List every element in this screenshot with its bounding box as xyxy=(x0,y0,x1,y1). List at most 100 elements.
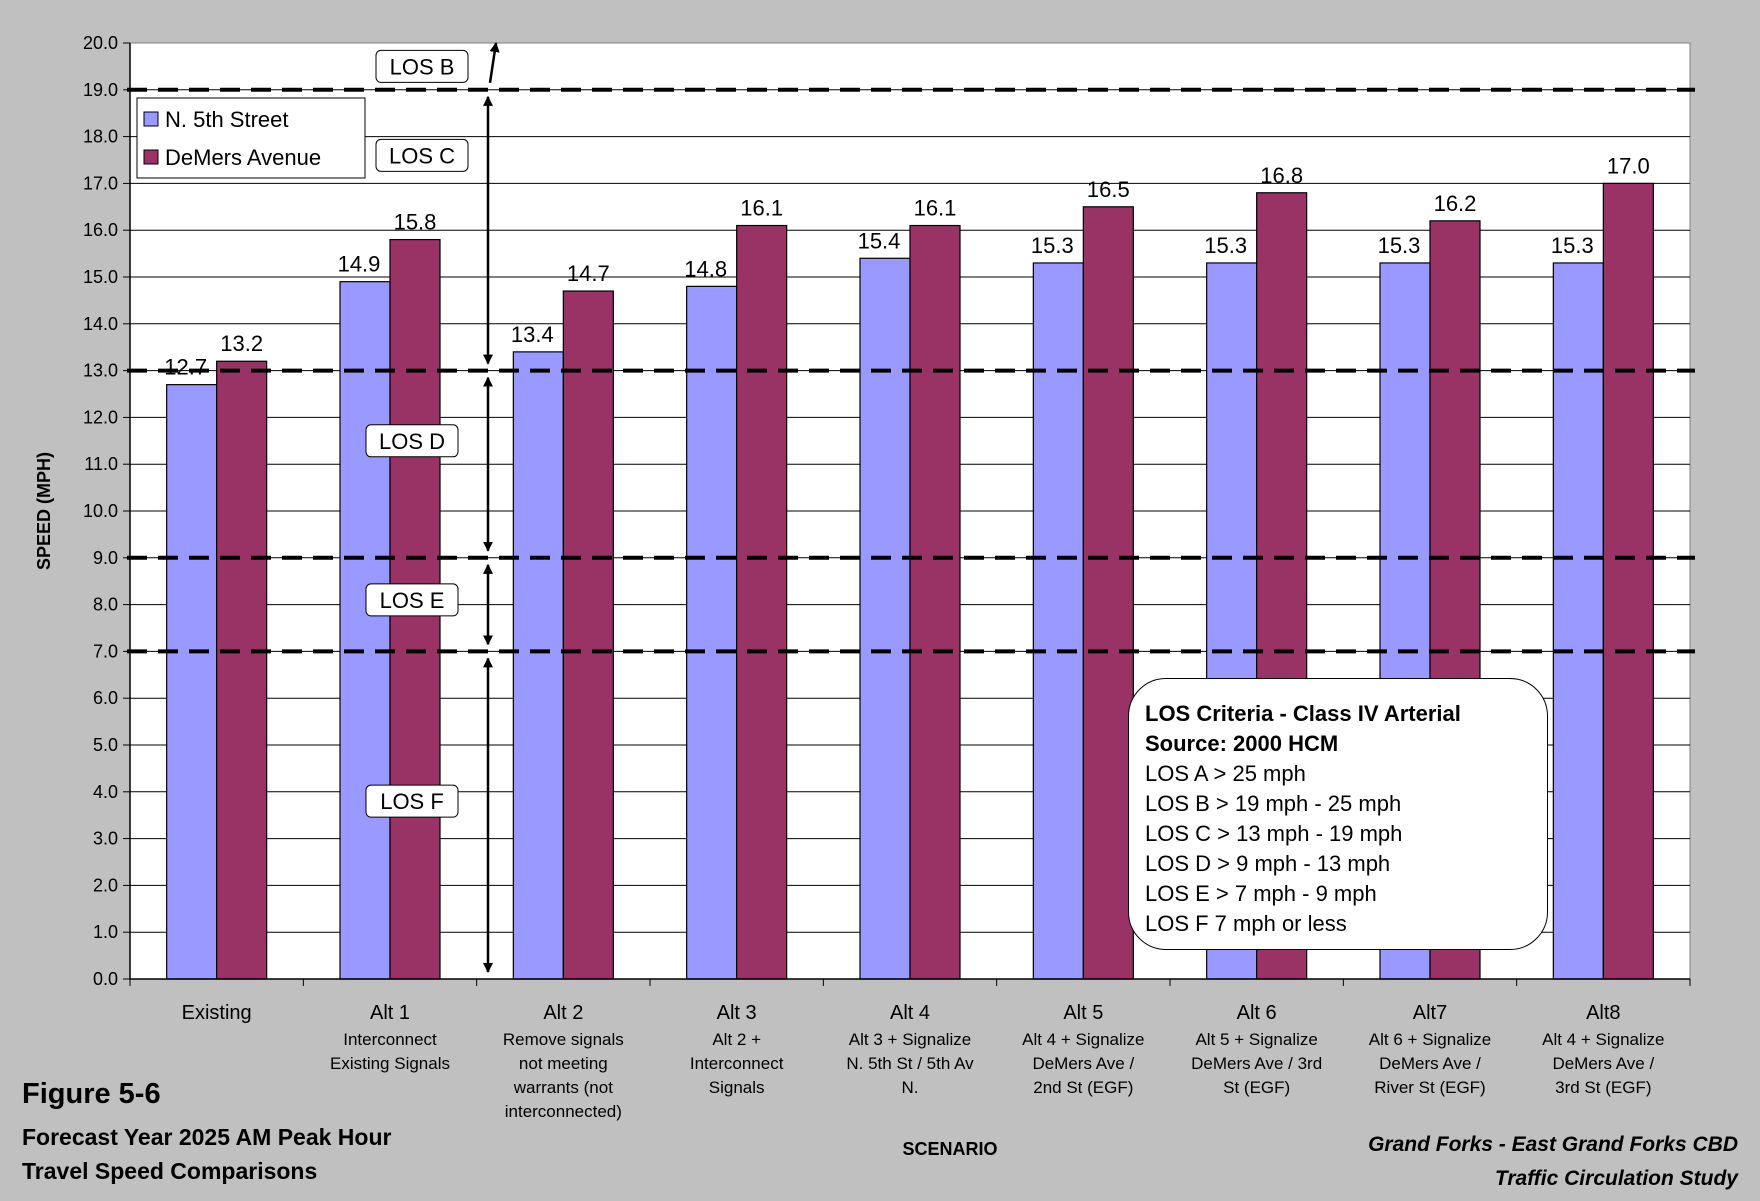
data-label: 15.3 xyxy=(1204,233,1247,258)
bar-demers xyxy=(1602,182,1654,980)
los-band-label-box xyxy=(375,138,469,172)
x-category-description: 3rd St (EGF) xyxy=(1555,1078,1651,1097)
los-criteria-source: Source: 2000 HCM xyxy=(1145,731,1339,756)
bar-demers xyxy=(736,224,788,980)
los-criteria-row: LOS C > 13 mph - 19 mph xyxy=(1145,821,1403,846)
y-tick-label: 10.0 xyxy=(83,501,118,521)
x-category-description: Signals xyxy=(709,1078,765,1097)
study-name: Grand Forks - East Grand Forks CBD Traff… xyxy=(1368,1128,1738,1196)
y-tick-label: 14.0 xyxy=(83,314,118,334)
y-tick-label: 3.0 xyxy=(93,829,118,849)
x-category-description: N. 5th St / 5th Av xyxy=(846,1054,974,1073)
data-label: 15.3 xyxy=(1551,233,1594,258)
data-label: 14.8 xyxy=(684,256,727,281)
data-label: 14.9 xyxy=(338,252,381,277)
x-category-description: River St (EGF) xyxy=(1374,1078,1485,1097)
los-band-label-box xyxy=(365,424,459,458)
y-tick-label: 16.0 xyxy=(83,220,118,240)
x-category-description: DeMers Ave / xyxy=(1379,1054,1481,1073)
bar-demers xyxy=(1082,206,1134,980)
y-tick-label: 8.0 xyxy=(93,595,118,615)
y-tick-label: 18.0 xyxy=(83,127,118,147)
y-tick-label: 0.0 xyxy=(93,969,118,989)
data-label: 15.4 xyxy=(858,228,901,253)
y-tick-label: 7.0 xyxy=(93,641,118,661)
legend-label: N. 5th Street xyxy=(165,107,289,132)
los-band-label-box xyxy=(375,49,469,83)
y-tick-label: 5.0 xyxy=(93,735,118,755)
x-category-description: DeMers Ave / xyxy=(1032,1054,1134,1073)
bar-demers xyxy=(562,290,614,980)
los-band-label: LOS E xyxy=(380,588,445,613)
los-criteria-row: LOS F 7 mph or less xyxy=(1145,911,1347,936)
y-tick-label: 12.0 xyxy=(83,407,118,427)
data-label: 15.8 xyxy=(394,210,437,235)
y-tick-label: 4.0 xyxy=(93,782,118,802)
data-label: 16.2 xyxy=(1434,191,1477,216)
los-band-label: LOS C xyxy=(389,143,455,168)
x-category-label: Alt 3 xyxy=(717,1002,757,1024)
y-tick-label: 11.0 xyxy=(84,454,118,474)
los-band-label-box xyxy=(365,583,459,617)
los-criteria-box: LOS Criteria - Class IV Arterial Source:… xyxy=(1128,678,1548,950)
los-criteria-title: LOS Criteria - Class IV Arterial xyxy=(1145,701,1461,726)
x-category-description: Existing Signals xyxy=(330,1054,450,1073)
data-label: 16.8 xyxy=(1260,163,1303,188)
x-category-description: St (EGF) xyxy=(1223,1078,1290,1097)
bar-n5th xyxy=(1552,262,1604,980)
y-tick-label: 20.0 xyxy=(83,33,118,53)
bar-n5th xyxy=(1032,262,1084,980)
x-category-description: DeMers Ave / 3rd xyxy=(1191,1054,1322,1073)
y-tick-label: 2.0 xyxy=(93,875,118,895)
bar-n5th xyxy=(686,285,738,980)
y-axis-title: SPEED (MPH) xyxy=(34,452,54,570)
los-criteria-row: LOS B > 19 mph - 25 mph xyxy=(1145,791,1402,816)
data-label: 13.2 xyxy=(220,331,263,356)
x-category-description: DeMers Ave / xyxy=(1552,1054,1654,1073)
x-category-description: Alt 4 + Signalize xyxy=(1542,1030,1664,1049)
y-tick-label: 6.0 xyxy=(93,688,118,708)
data-label: 15.3 xyxy=(1378,233,1421,258)
y-tick-label: 13.0 xyxy=(83,361,118,381)
y-tick-label: 1.0 xyxy=(93,922,118,942)
x-category-description: Interconnect xyxy=(343,1030,437,1049)
data-label: 14.7 xyxy=(567,261,610,286)
y-tick-label: 19.0 xyxy=(83,80,118,100)
x-category-description: Alt 5 + Signalize xyxy=(1195,1030,1317,1049)
x-category-label: Alt 5 xyxy=(1063,1002,1103,1024)
figure-title-line-2: Travel Speed Comparisons xyxy=(22,1158,318,1184)
y-tick-label: 9.0 xyxy=(93,548,118,568)
x-category-description: N. xyxy=(902,1078,919,1097)
figure-number: Figure 5-6 xyxy=(22,1078,161,1110)
legend-swatch xyxy=(143,149,159,165)
bar-n5th xyxy=(339,281,391,980)
legend-swatch xyxy=(143,111,159,127)
x-category-description: Alt 6 + Signalize xyxy=(1369,1030,1491,1049)
data-label: 16.5 xyxy=(1087,177,1130,202)
x-category-description: Remove signals xyxy=(503,1030,624,1049)
study-name-line-1: Grand Forks - East Grand Forks CBD xyxy=(1368,1133,1738,1156)
bar-n5th xyxy=(166,384,218,980)
los-band-label-box xyxy=(365,784,459,818)
los-criteria-row: LOS A > 25 mph xyxy=(1145,761,1306,786)
y-tick-label: 17.0 xyxy=(83,173,118,193)
bar-demers xyxy=(909,224,961,980)
bar-n5th xyxy=(859,257,911,980)
data-label: 13.4 xyxy=(511,322,554,347)
x-category-description: Alt 4 + Signalize xyxy=(1022,1030,1144,1049)
los-band-label: LOS F xyxy=(380,789,444,814)
x-axis-title: SCENARIO xyxy=(902,1139,997,1159)
data-label: 17.0 xyxy=(1607,153,1650,178)
legend xyxy=(136,97,366,179)
x-category-description: Interconnect xyxy=(690,1054,784,1073)
study-name-line-2: Traffic Circulation Study xyxy=(1494,1167,1738,1190)
los-band-label: LOS B xyxy=(390,54,455,79)
y-tick-label: 15.0 xyxy=(83,267,118,287)
data-label: 16.1 xyxy=(914,196,957,221)
x-category-label: Alt 1 xyxy=(370,1002,410,1024)
x-category-label: Alt8 xyxy=(1586,1002,1620,1024)
x-category-description: Alt 3 + Signalize xyxy=(849,1030,971,1049)
x-category-description: 2nd St (EGF) xyxy=(1033,1078,1133,1097)
